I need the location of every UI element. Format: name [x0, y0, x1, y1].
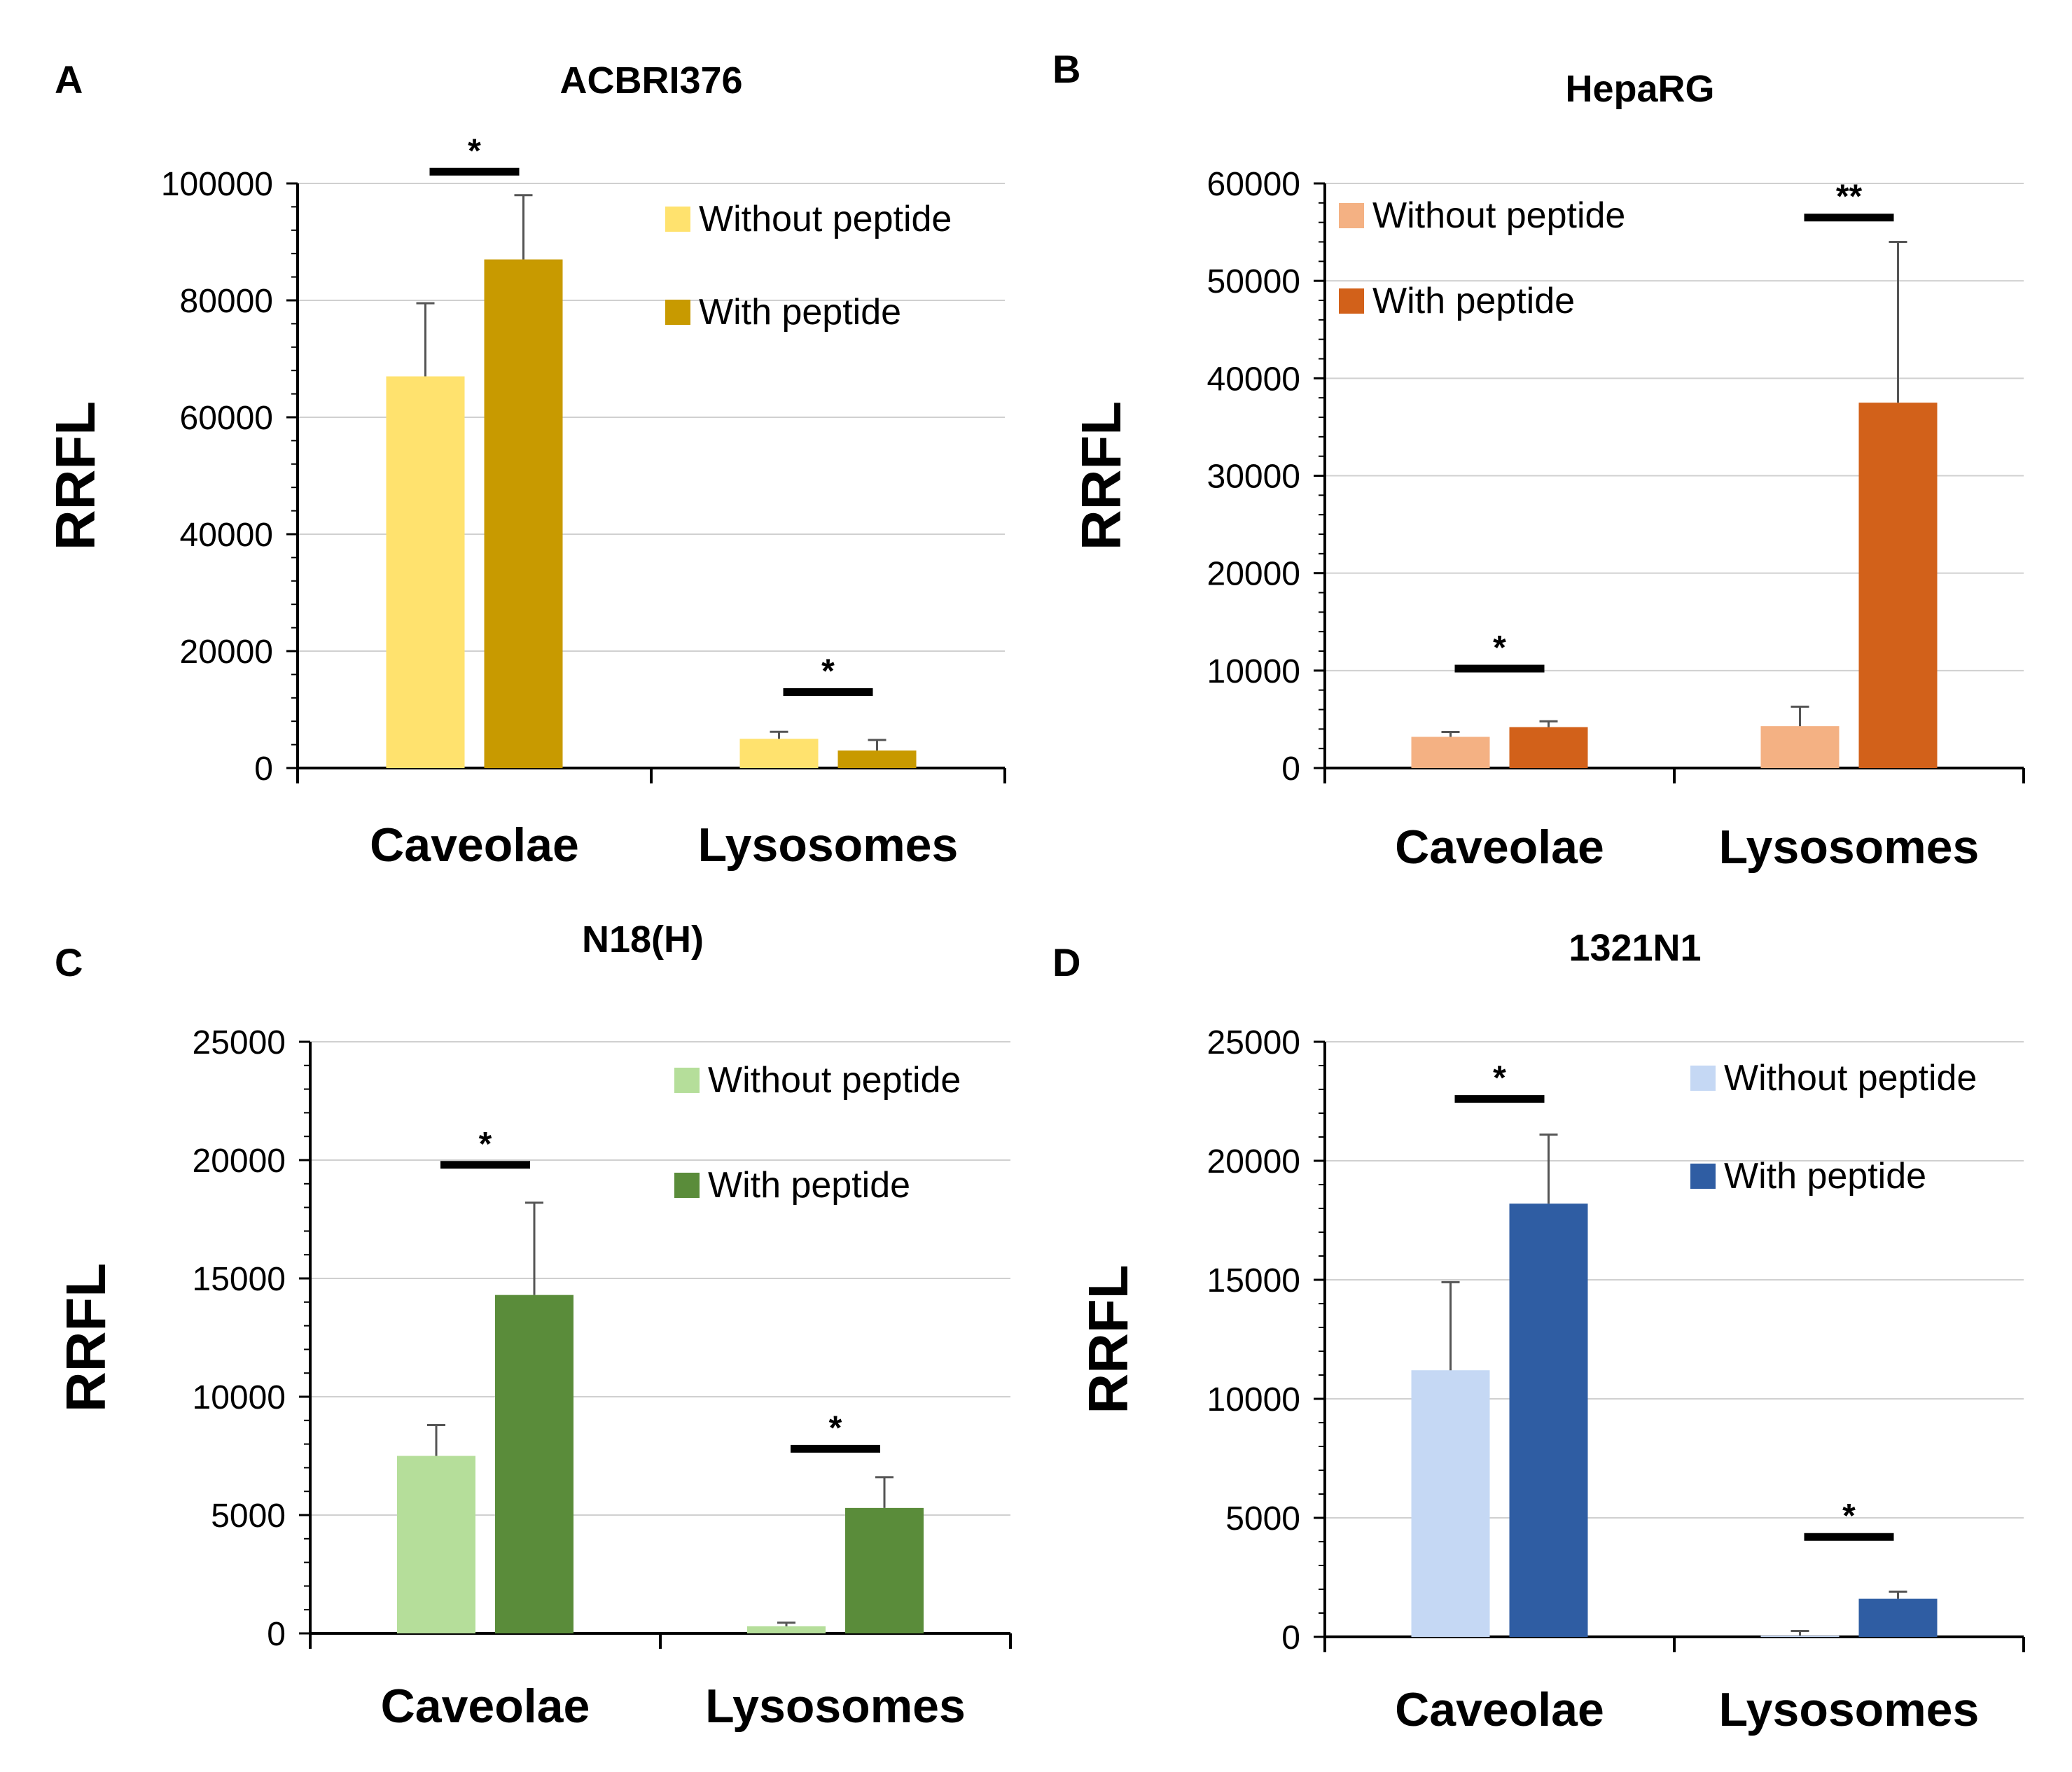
y-tick-label: 20000	[1207, 556, 1300, 593]
y-tick-label: 10000	[1207, 653, 1300, 690]
x-tick-label: Lysosomes	[1719, 1683, 1980, 1736]
y-axis-label: RRFL	[55, 1263, 117, 1412]
legend-swatch	[665, 207, 690, 232]
panel-letter: D	[1052, 940, 1080, 984]
x-tick-label: Lysosomes	[698, 818, 959, 872]
y-tick-label: 20000	[1207, 1143, 1300, 1180]
y-axis-label: RRFL	[44, 401, 106, 550]
chart-title: N18(H)	[582, 919, 704, 961]
bar	[837, 750, 917, 768]
y-tick-label: 10000	[1207, 1381, 1300, 1418]
y-tick-label: 15000	[193, 1261, 286, 1298]
legend-swatch	[1690, 1164, 1716, 1189]
legend-label: Without peptide	[708, 1060, 961, 1101]
bar	[386, 376, 465, 768]
bar	[1509, 727, 1588, 768]
y-tick-label: 25000	[1207, 1024, 1300, 1061]
y-tick-label: 20000	[193, 1143, 286, 1180]
legend-label: With peptide	[1724, 1156, 1926, 1197]
bar	[1411, 737, 1490, 768]
legend-swatch	[1339, 203, 1364, 228]
y-tick-label: 40000	[180, 517, 273, 554]
chart-panel-c: C N18(H) 0 5000 10000 15000 20000 25000 RRFL Cave…	[55, 919, 1012, 1733]
bar	[1509, 1204, 1588, 1637]
bar	[747, 1626, 826, 1633]
significance-label: *	[1493, 1060, 1506, 1097]
x-tick-label: Caveolae	[1395, 1683, 1604, 1736]
legend-swatch	[665, 300, 690, 325]
panel-letter: C	[55, 940, 83, 984]
x-tick-label: Caveolae	[1395, 821, 1604, 874]
significance-label: *	[821, 653, 835, 690]
y-tick-label: 10000	[193, 1379, 286, 1416]
y-tick-label: 60000	[1207, 166, 1300, 203]
y-tick-label: 5000	[1225, 1500, 1300, 1537]
bar	[397, 1456, 475, 1633]
y-tick-label: 20000	[180, 634, 273, 671]
bar	[845, 1507, 924, 1633]
y-tick-label: 5000	[211, 1498, 286, 1535]
y-tick-label: 0	[1281, 751, 1300, 788]
y-tick-label: 40000	[1207, 361, 1300, 398]
y-tick-label: 15000	[1207, 1262, 1300, 1299]
significance-label: **	[1836, 179, 1863, 216]
y-tick-label: 25000	[193, 1024, 286, 1061]
y-tick-label: 60000	[180, 400, 273, 437]
chart-panel-b: B HepaRG 0 10000 20000 30000 40000 50000 60000 RR…	[1052, 47, 2025, 874]
legend-label: Without peptide	[1372, 195, 1625, 236]
chart-panel-d: D 1321N1 0 5000 10000 15000 20000 25000 RRFL Cave…	[1052, 927, 2025, 1736]
chart-title: 1321N1	[1569, 927, 1701, 969]
x-tick-label: Caveolae	[381, 1680, 590, 1733]
x-tick-label: Lysosomes	[705, 1680, 966, 1733]
x-tick-label: Lysosomes	[1719, 821, 1980, 874]
y-tick-label: 50000	[1207, 263, 1300, 300]
legend-swatch	[674, 1173, 700, 1198]
legend-label: With peptide	[708, 1165, 910, 1206]
bar	[1858, 1598, 1938, 1637]
bar	[484, 259, 563, 768]
y-axis-label: RRFL	[1070, 401, 1132, 550]
bar	[1411, 1370, 1490, 1637]
significance-label: *	[1842, 1498, 1856, 1535]
bar	[1858, 403, 1938, 768]
y-tick-label: 80000	[180, 283, 273, 320]
significance-label: *	[468, 132, 481, 169]
bar	[495, 1295, 573, 1633]
y-tick-label: 30000	[1207, 459, 1300, 496]
bar	[739, 739, 819, 768]
significance-label: *	[829, 1409, 842, 1446]
y-tick-label: 100000	[161, 166, 273, 203]
panel-letter: A	[55, 57, 83, 102]
chart-panel-a: A ACBRI376 0 20000 40000 60000 80000 100000 RRFL…	[44, 57, 1006, 872]
y-axis-label: RRFL	[1077, 1264, 1139, 1414]
legend-label: Without peptide	[1724, 1058, 1977, 1098]
legend-label: Without peptide	[699, 199, 952, 239]
chart-title: ACBRI376	[559, 60, 742, 102]
x-tick-label: Caveolae	[370, 818, 579, 872]
legend-swatch	[1339, 288, 1364, 314]
legend-swatch	[1690, 1066, 1716, 1091]
chart-title: HepaRG	[1565, 68, 1714, 110]
legend-label: With peptide	[699, 292, 901, 333]
y-tick-label: 0	[1281, 1619, 1300, 1656]
bar	[1760, 1635, 1840, 1637]
significance-label: *	[479, 1126, 492, 1163]
legend-label: With peptide	[1372, 281, 1575, 321]
y-tick-label: 0	[254, 751, 273, 788]
significance-label: *	[1493, 629, 1506, 667]
panel-letter: B	[1052, 47, 1080, 91]
legend-swatch	[674, 1068, 700, 1093]
bar	[1760, 726, 1840, 768]
y-tick-label: 0	[267, 1616, 286, 1653]
